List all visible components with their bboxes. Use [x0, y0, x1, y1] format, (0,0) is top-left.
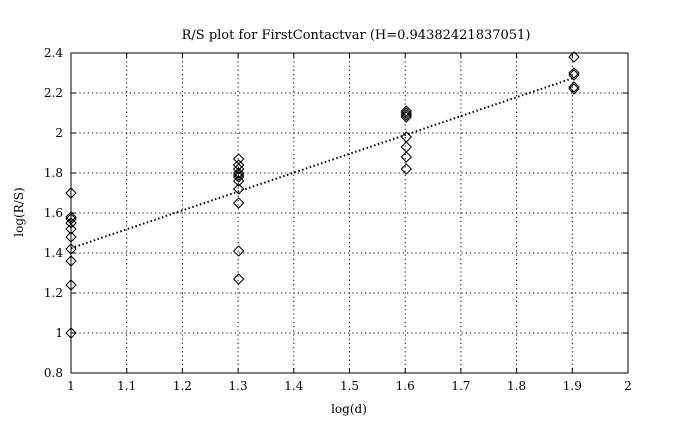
data-point-diamond [568, 81, 580, 93]
y-tick-label: 2 [55, 126, 63, 140]
data-point-diamond [232, 183, 245, 195]
y-tick-label: 1.6 [44, 206, 63, 220]
data-point-diamond [232, 169, 245, 181]
x-tick-label: 1.6 [396, 379, 415, 393]
x-axis-label: log(d) [331, 402, 367, 416]
y-tick-label: 2.4 [44, 46, 63, 60]
x-tick-label: 1.4 [284, 379, 303, 393]
x-tick-label: 1.2 [173, 379, 192, 393]
fit-line-layer [70, 76, 575, 250]
x-tick-label: 1.9 [563, 379, 582, 393]
data-point-diamond [400, 107, 413, 119]
x-tick-label: 1 [67, 379, 75, 393]
data-point-diamond [400, 105, 413, 117]
x-tick-labels: 1 1.1 1.2 1.3 1.4 1.5 1.6 1.7 1.8 1.9 2 [67, 379, 632, 393]
chart-title: R/S plot for FirstContactvar (H=0.943824… [182, 28, 531, 43]
y-tick-label: 0.8 [44, 366, 63, 380]
data-point-diamond [232, 153, 245, 165]
y-tick-labels: 0.8 1 1.2 1.4 1.6 1.8 2 2.2 2.4 [44, 46, 63, 380]
x-tick-label: 1.5 [340, 379, 359, 393]
x-tick-label: 1.7 [451, 379, 470, 393]
data-point-diamond [400, 131, 413, 143]
data-point-diamond [232, 273, 245, 285]
data-point-diamond [400, 151, 413, 163]
x-tick-label: 1.3 [229, 379, 248, 393]
data-point-diamond [400, 109, 413, 121]
fit-line [70, 76, 575, 250]
x-tick-label: 1.8 [507, 379, 526, 393]
data-point-diamond [568, 83, 580, 95]
y-axis-label: log(R/S) [12, 187, 26, 236]
y-tick-label: 1.2 [44, 286, 63, 300]
data-point-diamond [568, 69, 580, 81]
data-point-diamond [400, 163, 413, 175]
data-point-diamond [232, 197, 245, 209]
data-point-diamond [568, 51, 580, 63]
axis-ticks [70, 52, 629, 374]
y-tick-label: 1 [55, 326, 63, 340]
grid-lines [71, 53, 628, 373]
y-tick-label: 2.2 [44, 86, 63, 100]
data-point-diamond [232, 245, 245, 257]
data-point-diamond [400, 141, 413, 153]
x-tick-label: 2 [624, 379, 632, 393]
x-tick-label: 1.1 [117, 379, 136, 393]
data-point-diamond [568, 67, 580, 79]
y-tick-label: 1.8 [44, 166, 63, 180]
y-tick-label: 1.4 [44, 246, 63, 260]
